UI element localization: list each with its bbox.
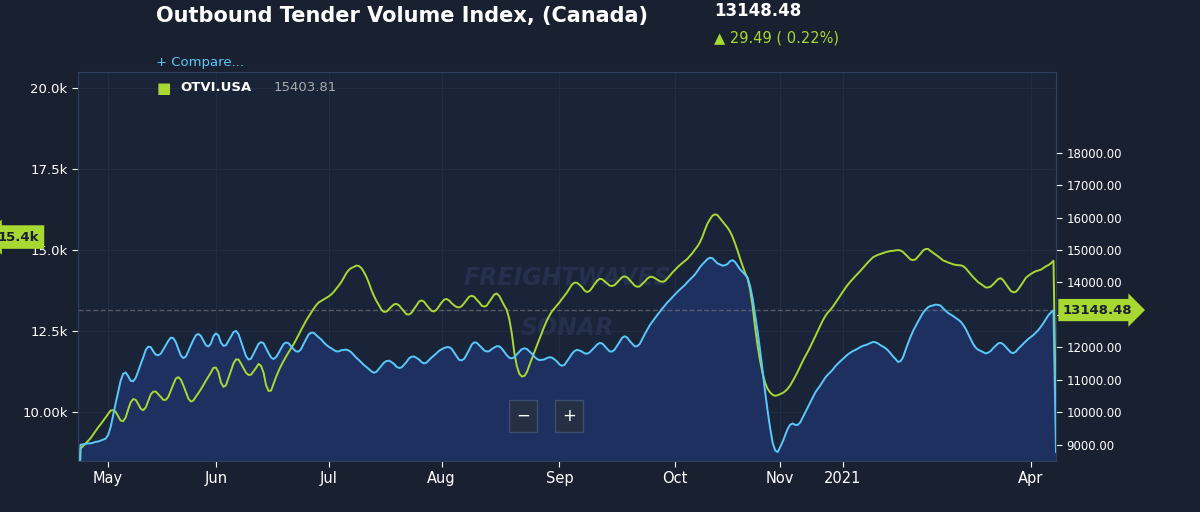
Text: SONAR: SONAR xyxy=(521,316,613,340)
Text: 13148.48: 13148.48 xyxy=(1063,304,1133,316)
Text: ■: ■ xyxy=(156,81,170,96)
Text: ▲ 29.49 ( 0.22%): ▲ 29.49 ( 0.22%) xyxy=(714,31,839,46)
Text: FREIGHTWAVES: FREIGHTWAVES xyxy=(463,266,671,290)
Text: + Compare...: + Compare... xyxy=(156,56,245,69)
Text: −: − xyxy=(516,407,530,425)
Text: 15403.81: 15403.81 xyxy=(274,81,337,94)
Text: 15.4k: 15.4k xyxy=(0,230,38,244)
Text: OTVI.USA: OTVI.USA xyxy=(181,81,252,94)
Text: 13148.48: 13148.48 xyxy=(714,2,800,19)
Text: Outbound Tender Volume Index, (Canada): Outbound Tender Volume Index, (Canada) xyxy=(156,6,648,26)
Text: +: + xyxy=(562,407,576,425)
